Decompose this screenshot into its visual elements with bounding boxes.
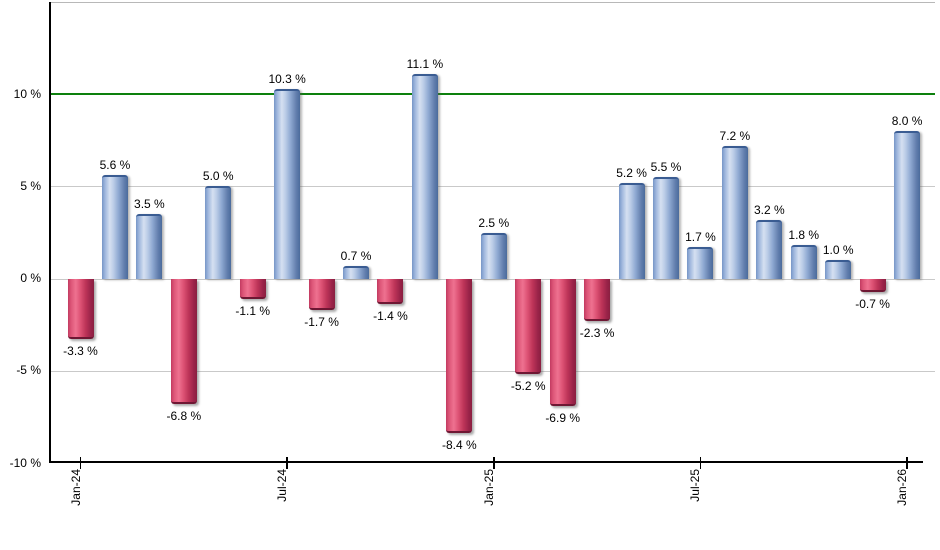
bar[interactable] [687, 247, 714, 279]
bar-value-label: 10.3 % [268, 71, 306, 86]
x-axis-tick-label: Jan-25 [481, 469, 496, 506]
x-axis-tick-label: Jan-26 [895, 469, 910, 506]
bar-value-label: 3.2 % [753, 202, 785, 217]
bar-value-label: -1.7 % [304, 314, 339, 329]
bar-value-label: 0.7 % [340, 248, 372, 263]
bar[interactable] [480, 232, 507, 279]
x-axis-tick [286, 457, 288, 469]
bar[interactable] [652, 177, 679, 279]
y-axis-tick-label: -5 % [16, 363, 41, 378]
bar[interactable] [377, 278, 404, 305]
bar-value-label: 5.5 % [650, 160, 682, 175]
bar[interactable] [446, 278, 473, 434]
bar-value-label: 3.5 % [134, 197, 165, 212]
gridline [49, 186, 935, 188]
bar[interactable] [790, 245, 817, 279]
x-axis-tick [493, 457, 495, 469]
bar-value-label: -3.3 % [63, 344, 98, 359]
bar[interactable] [274, 88, 301, 279]
bar[interactable] [308, 278, 335, 310]
x-axis-tick-label: Jan-24 [68, 469, 83, 506]
bar[interactable] [584, 278, 611, 321]
bar[interactable] [549, 278, 576, 406]
bar-value-label: -6.9 % [545, 410, 580, 425]
bar[interactable] [515, 278, 542, 375]
bar-value-label: -8.4 % [441, 438, 477, 453]
bar[interactable] [136, 214, 163, 279]
bar[interactable] [170, 278, 197, 404]
bar[interactable] [618, 182, 645, 279]
x-axis-tick-label: Jul-24 [275, 469, 290, 502]
bar[interactable] [101, 175, 128, 279]
x-axis-tick [699, 457, 702, 469]
bar-value-label: 5.2 % [616, 165, 647, 180]
bar-value-label: -1.1 % [235, 303, 271, 318]
x-axis-tick [79, 457, 82, 469]
x-axis-line [49, 461, 923, 463]
bar-value-label: 8.0 % [891, 114, 923, 129]
bar-value-label: -0.7 % [855, 296, 890, 311]
threshold-line [49, 93, 935, 96]
bar-value-label: 11.1 % [406, 56, 444, 71]
bar[interactable] [411, 73, 438, 279]
bar-value-label: 5.0 % [202, 169, 234, 184]
bar[interactable] [343, 265, 370, 279]
bar-value-label: -5.2 % [510, 379, 546, 394]
y-axis-line [49, 2, 51, 463]
plot-area: -3.3 % 5.6 % 3.5 % -6.8 % 5.0 % -1.1 % 10.3 % -… [49, 2, 935, 506]
bar-value-label: -2.3 % [579, 326, 615, 340]
bar-value-label: 1.0 % [822, 243, 854, 258]
bar[interactable] [825, 260, 852, 279]
bar-value-label: 7.2 % [719, 128, 751, 143]
y-axis-tick-label: 10 % [13, 86, 41, 101]
x-axis-tick-label: Jul-25 [688, 469, 703, 502]
y-axis-tick-label: 0 % [20, 271, 41, 286]
bar[interactable] [721, 145, 748, 279]
gridline [49, 370, 935, 372]
y-axis-tick-label: 5 % [20, 178, 41, 193]
y-axis-tick-label: -10 % [9, 455, 41, 470]
bar-value-label: -6.8 % [166, 408, 202, 423]
y-axis-labels: 10 % 5 % 0 % -5 % -10 % [0, 2, 45, 470]
bar[interactable] [67, 278, 94, 340]
bar-value-label: 5.6 % [99, 158, 131, 173]
bar[interactable] [239, 278, 266, 299]
bar[interactable] [894, 131, 921, 279]
x-axis-tick [906, 457, 908, 469]
bar-value-label: 1.7 % [685, 230, 716, 245]
bar[interactable] [756, 219, 783, 279]
gridline [49, 278, 935, 280]
bar-value-label: -1.4 % [373, 309, 408, 324]
bar[interactable] [859, 278, 886, 292]
bar[interactable] [205, 186, 232, 279]
bar-value-label: 2.5 % [478, 215, 510, 230]
plot-top-border [49, 2, 935, 3]
bar-value-label: 1.8 % [788, 228, 820, 243]
